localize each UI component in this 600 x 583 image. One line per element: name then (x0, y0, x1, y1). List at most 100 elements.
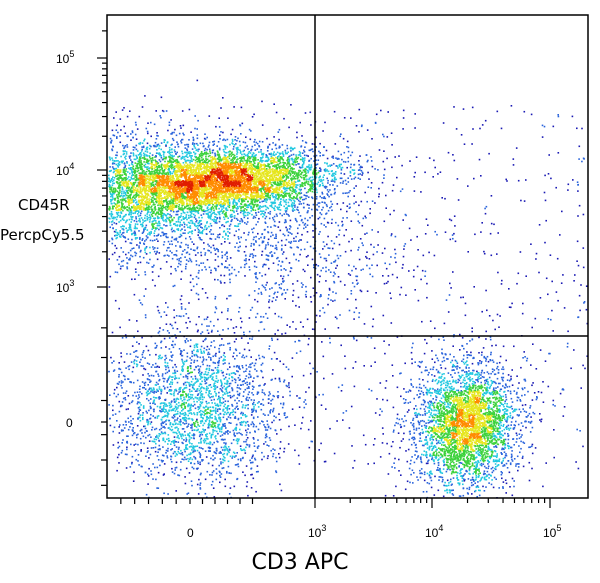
event-dot (332, 173, 334, 175)
event-dot (161, 197, 163, 199)
event-dot (223, 218, 226, 220)
event-dot (127, 189, 129, 192)
event-dot (315, 154, 318, 157)
event-dot (246, 161, 248, 164)
event-dot (252, 217, 255, 219)
event-dot (170, 193, 172, 196)
event-dot (269, 198, 271, 200)
event-dot (307, 196, 310, 198)
event-dot (144, 171, 146, 174)
event-dot (295, 172, 298, 174)
event-dot (329, 189, 331, 191)
event-dot (248, 162, 251, 164)
event-dot (264, 211, 266, 214)
event-dot (291, 181, 293, 184)
event-dot (294, 178, 296, 180)
event-dot (291, 163, 294, 165)
event-dot (262, 215, 264, 218)
event-dot (170, 216, 172, 219)
event-dot (270, 205, 273, 208)
event-dot (284, 187, 287, 189)
event-dot (180, 219, 183, 221)
event-dot (174, 195, 177, 197)
event-dot (171, 192, 174, 194)
event-dot (199, 207, 201, 209)
event-dot (187, 143, 190, 146)
event-dot (280, 168, 283, 171)
event-dot (252, 209, 255, 211)
event-dot (198, 187, 200, 190)
event-dot (124, 156, 126, 159)
event-dot (176, 202, 179, 205)
event-dot (289, 147, 292, 150)
event-dot (245, 165, 247, 168)
event-dot (267, 170, 270, 173)
event-dot (270, 157, 272, 160)
event-dot (118, 169, 120, 171)
event-dot (144, 191, 146, 193)
event-dot (191, 198, 193, 201)
event-dot (364, 191, 366, 194)
event-dot (327, 194, 329, 196)
event-dot (227, 169, 229, 171)
event-dot (201, 187, 203, 190)
event-dot (206, 195, 208, 198)
event-dot (116, 202, 119, 204)
event-dot (233, 162, 236, 165)
event-dot (289, 169, 291, 172)
event-dot (191, 148, 194, 150)
event-dot (281, 190, 283, 192)
event-dot (263, 186, 265, 188)
event-dot (244, 176, 247, 178)
event-dot (180, 183, 183, 186)
event-dot (187, 146, 190, 148)
event-dot (253, 155, 256, 158)
event-dot (289, 196, 291, 199)
event-dot (334, 191, 336, 194)
event-dot (215, 220, 218, 222)
event-dot (152, 194, 155, 196)
event-dot (202, 183, 204, 185)
event-dot (368, 178, 370, 180)
event-dot (237, 176, 240, 178)
event-dot (282, 185, 285, 188)
event-dot (198, 192, 201, 195)
event-dot (156, 211, 158, 214)
event-dot (286, 152, 288, 155)
event-dot (186, 192, 188, 195)
event-dot (288, 180, 290, 182)
event-dot (156, 187, 159, 190)
event-dot (311, 190, 314, 193)
event-dot (199, 167, 202, 169)
event-dot (158, 187, 161, 189)
event-dot (238, 190, 241, 192)
event-dot (121, 174, 124, 176)
event-dot (153, 167, 156, 170)
event-dot (218, 148, 221, 151)
event-dot (195, 170, 197, 172)
event-dot (188, 198, 190, 201)
event-dot (168, 169, 170, 172)
event-dot (210, 156, 212, 159)
event-dot (326, 243, 328, 246)
event-dot (252, 179, 255, 182)
event-dot (178, 204, 181, 206)
event-dot (196, 137, 199, 140)
event-dot (158, 170, 161, 172)
event-dot (342, 180, 345, 183)
event-dot (198, 169, 200, 171)
event-dot (319, 169, 322, 172)
event-dot (208, 170, 211, 172)
event-dot (203, 165, 205, 168)
event-dot (189, 175, 191, 177)
event-dot (261, 176, 264, 178)
event-dot (170, 202, 172, 205)
event-dot (171, 199, 174, 202)
event-dot (203, 191, 205, 193)
event-dot (286, 182, 288, 185)
event-dot (263, 193, 265, 195)
event-dot (132, 167, 134, 169)
event-dot (289, 174, 292, 177)
event-dot (171, 172, 174, 175)
event-dot (210, 198, 212, 201)
